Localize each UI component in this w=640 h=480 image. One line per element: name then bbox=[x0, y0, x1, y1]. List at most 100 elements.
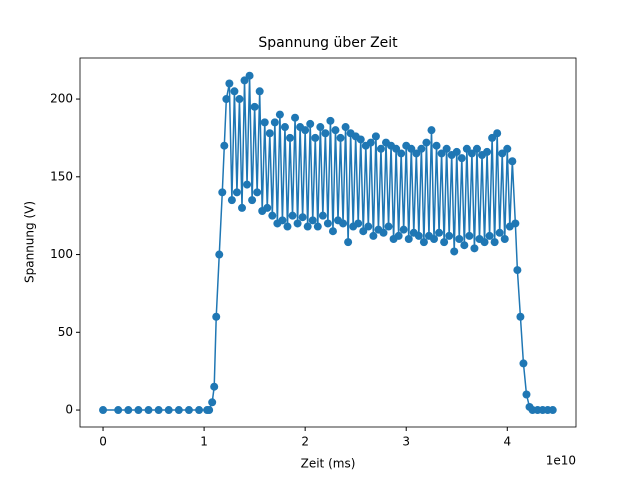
data-point bbox=[268, 211, 277, 220]
data-point bbox=[460, 241, 469, 250]
data-point bbox=[286, 133, 295, 142]
data-point bbox=[462, 144, 471, 153]
data-point bbox=[210, 382, 219, 391]
data-point bbox=[245, 71, 254, 80]
data-point bbox=[344, 238, 353, 247]
data-point bbox=[222, 95, 231, 104]
data-point bbox=[174, 406, 183, 415]
data-point bbox=[472, 144, 481, 153]
data-point bbox=[208, 398, 217, 407]
y-tick-label: 0 bbox=[65, 403, 73, 417]
data-point bbox=[419, 238, 428, 247]
data-point bbox=[455, 235, 464, 244]
data-point bbox=[288, 211, 297, 220]
data-point bbox=[513, 266, 522, 275]
data-point bbox=[311, 133, 320, 142]
data-point bbox=[341, 123, 350, 132]
data-point bbox=[215, 250, 224, 259]
x-tick-label: 4 bbox=[503, 435, 511, 449]
data-point bbox=[450, 247, 459, 256]
data-point bbox=[260, 118, 269, 127]
data-point bbox=[467, 149, 476, 158]
data-point bbox=[184, 406, 193, 415]
data-point bbox=[265, 129, 274, 138]
data-point bbox=[394, 231, 403, 240]
data-point bbox=[366, 138, 375, 147]
data-point bbox=[275, 110, 284, 119]
data-point bbox=[384, 222, 393, 231]
data-point bbox=[359, 227, 368, 236]
x-tick-label: 1 bbox=[200, 435, 208, 449]
data-point bbox=[218, 188, 227, 197]
data-point bbox=[356, 135, 365, 144]
data-point bbox=[516, 312, 525, 321]
data-point bbox=[483, 147, 492, 156]
data-point bbox=[427, 126, 436, 135]
data-point bbox=[248, 196, 257, 205]
data-point bbox=[498, 149, 507, 158]
data-point bbox=[298, 213, 307, 222]
x-tick-label: 2 bbox=[301, 435, 309, 449]
data-point bbox=[308, 216, 317, 225]
data-point bbox=[270, 118, 279, 127]
data-point bbox=[445, 231, 454, 240]
data-point bbox=[397, 149, 406, 158]
data-point bbox=[493, 129, 502, 138]
data-point bbox=[422, 138, 431, 147]
data-point bbox=[164, 406, 173, 415]
chart-title: Spannung über Zeit bbox=[258, 35, 398, 51]
data-point bbox=[316, 123, 325, 132]
data-point bbox=[250, 102, 259, 111]
x-tick-label: 0 bbox=[99, 435, 107, 449]
data-point bbox=[278, 216, 287, 225]
data-point bbox=[495, 228, 504, 237]
data-point bbox=[440, 238, 449, 247]
data-point bbox=[392, 144, 401, 153]
y-tick-label: 50 bbox=[58, 325, 73, 339]
data-point bbox=[519, 359, 528, 368]
data-point bbox=[283, 222, 292, 231]
data-point bbox=[404, 235, 413, 244]
data-point bbox=[376, 144, 385, 153]
data-point bbox=[412, 149, 421, 158]
data-point bbox=[508, 157, 517, 166]
data-point bbox=[293, 219, 302, 228]
data-point bbox=[503, 144, 512, 153]
data-point bbox=[306, 119, 315, 128]
data-point bbox=[369, 231, 378, 240]
data-point bbox=[331, 126, 340, 135]
data-point bbox=[488, 133, 497, 142]
data-point bbox=[323, 219, 332, 228]
data-point bbox=[243, 180, 252, 189]
data-point bbox=[124, 406, 133, 415]
data-point bbox=[321, 129, 330, 138]
data-point bbox=[379, 228, 388, 237]
data-point bbox=[280, 123, 289, 132]
data-point bbox=[205, 406, 214, 415]
data-point bbox=[301, 126, 310, 135]
data-point bbox=[511, 219, 520, 228]
data-point bbox=[318, 211, 327, 220]
data-point bbox=[291, 113, 300, 122]
data-point bbox=[114, 406, 123, 415]
data-point bbox=[263, 203, 272, 212]
data-point bbox=[490, 238, 499, 247]
y-tick-label: 200 bbox=[50, 92, 73, 106]
data-point bbox=[437, 149, 446, 158]
data-point bbox=[364, 222, 373, 231]
data-point bbox=[452, 147, 461, 156]
y-tick-label: 100 bbox=[50, 247, 73, 261]
x-tick-label: 3 bbox=[402, 435, 410, 449]
x-axis-label: Zeit (ms) bbox=[301, 457, 356, 471]
data-point bbox=[500, 235, 509, 244]
data-point bbox=[522, 390, 531, 399]
data-point bbox=[225, 79, 234, 88]
data-point bbox=[457, 154, 466, 163]
y-tick-label: 150 bbox=[50, 169, 73, 183]
data-point bbox=[212, 312, 221, 321]
data-point bbox=[339, 219, 348, 228]
data-point bbox=[328, 227, 337, 236]
data-point bbox=[303, 222, 312, 231]
data-point bbox=[407, 144, 416, 153]
